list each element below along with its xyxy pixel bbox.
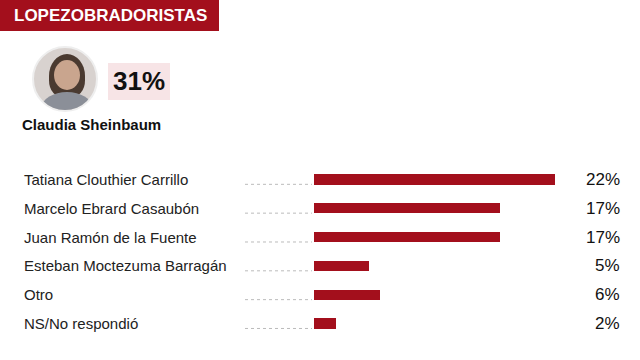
svg-text:Otro: Otro [24, 286, 53, 303]
svg-text:22%: 22% [586, 170, 620, 189]
html-text:Claudia Sheinbaum: Claudia Sheinbaum [22, 116, 162, 133]
svg-text:17%: 17% [586, 199, 620, 218]
svg-text:5%: 5% [595, 256, 620, 275]
svg-text:6%: 6% [595, 285, 620, 304]
svg-text:Marcelo Ebrard Casaubón: Marcelo Ebrard Casaubón [24, 200, 199, 217]
svg-text:17%: 17% [586, 228, 620, 247]
svg-text:Tatiana Clouthier Carrillo: Tatiana Clouthier Carrillo [24, 171, 188, 188]
svg-text:Esteban Moctezuma Barragán: Esteban Moctezuma Barragán [24, 257, 227, 274]
svg-text:Juan Ramón de la Fuente: Juan Ramón de la Fuente [24, 229, 197, 246]
html-text:LOPEZOBRADORISTAS: LOPEZOBRADORISTAS [14, 6, 208, 25]
html-text:31%: 31% [113, 66, 165, 96]
svg-text:2%: 2% [595, 314, 620, 333]
svg-text:NS/No respondió: NS/No respondió [24, 315, 138, 332]
